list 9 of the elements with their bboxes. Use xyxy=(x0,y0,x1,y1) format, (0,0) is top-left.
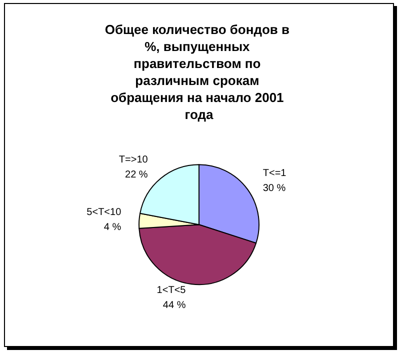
data-label: 4 % xyxy=(104,222,122,233)
slice-label: T=>10 xyxy=(118,154,148,166)
slice-label: 1<T<5 xyxy=(156,285,186,296)
slice-label: 5<T<10 xyxy=(86,206,122,218)
slice-label: T<=1 xyxy=(262,168,287,180)
data-label: 30 % xyxy=(262,183,286,194)
chart-title: Общее количество бондов в %, выпущенных правительством по различным срокам обращения на начало 2001 года xyxy=(104,22,294,122)
data-label: 22 % xyxy=(125,170,148,181)
data-label: 44 % xyxy=(162,300,186,312)
